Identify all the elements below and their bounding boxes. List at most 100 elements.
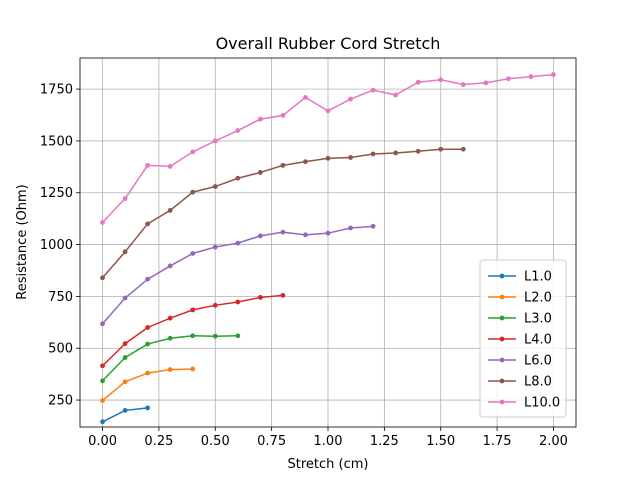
data-point — [145, 276, 151, 282]
data-point — [145, 162, 151, 168]
legend-swatch-marker — [499, 315, 505, 321]
data-point — [483, 80, 489, 86]
data-point — [122, 196, 128, 201]
data-point — [122, 379, 128, 385]
y-tick-label: 1500 — [40, 134, 73, 149]
series-l8-0 — [100, 146, 466, 281]
y-tick-label: 500 — [48, 342, 73, 357]
data-point — [460, 82, 466, 87]
data-point — [257, 170, 263, 175]
data-point — [280, 292, 286, 298]
y-tick-label: 1250 — [40, 186, 73, 201]
data-point — [438, 146, 444, 152]
data-point — [235, 240, 241, 246]
data-point — [145, 325, 151, 330]
data-point — [190, 189, 196, 195]
data-point — [100, 378, 105, 384]
data-point — [122, 408, 128, 413]
data-point — [100, 363, 105, 369]
data-point — [415, 79, 421, 85]
data-point — [235, 299, 241, 305]
x-tick-label: 0.25 — [144, 434, 173, 449]
data-point — [212, 302, 218, 308]
data-point — [212, 184, 218, 189]
axis-ticks: 0.00 0.25 0.50 0.75 1.00 1.25 1.50 1.75 2.00 250 5… — [40, 83, 568, 449]
series-l3-0 — [100, 333, 241, 384]
data-point — [100, 398, 105, 403]
data-point — [212, 333, 218, 339]
x-tick-label: 0.50 — [201, 434, 230, 449]
grid-lines — [80, 58, 576, 427]
data-point — [190, 149, 196, 155]
data-point — [348, 225, 353, 231]
y-tick-label: 250 — [48, 394, 73, 409]
legend-item: L3.0 — [488, 312, 552, 327]
series-lines — [100, 72, 556, 425]
data-point — [100, 219, 105, 225]
data-point — [235, 128, 241, 133]
data-point — [167, 335, 173, 341]
legend-swatch-marker — [499, 273, 505, 279]
series-line — [101, 148, 464, 279]
legend-label: L6.0 — [524, 354, 552, 369]
data-point — [257, 233, 263, 239]
data-point — [348, 155, 353, 160]
data-point — [505, 76, 511, 82]
y-tick-label: 1750 — [40, 83, 73, 98]
data-point — [438, 77, 444, 83]
data-point — [325, 230, 331, 236]
data-point — [257, 295, 263, 300]
legend-swatch-marker — [499, 294, 505, 300]
data-point — [145, 341, 151, 347]
x-tick-label: 2.00 — [539, 434, 568, 449]
y-axis-label: Resistance (Ohm) — [15, 184, 30, 299]
legend-label: L10.0 — [524, 396, 560, 411]
legend-swatch-marker — [499, 336, 505, 342]
legend-item: L1.0 — [488, 270, 552, 285]
data-point — [303, 94, 308, 100]
data-point — [528, 74, 534, 80]
data-point — [257, 116, 263, 122]
data-point — [370, 151, 376, 157]
legend: L1.0 L2.0 L3.0 L4.0 L6.0 L8.0 L10.0 — [479, 259, 567, 418]
data-point — [348, 96, 353, 102]
series-l2-0 — [100, 366, 196, 403]
data-point — [393, 92, 399, 98]
legend-item: L8.0 — [488, 375, 552, 390]
data-point — [167, 263, 173, 269]
x-tick-label: 0.75 — [257, 434, 286, 449]
data-point — [122, 249, 128, 255]
data-point — [145, 370, 151, 376]
x-tick-label: 1.25 — [370, 434, 399, 449]
legend-label: L3.0 — [524, 312, 552, 327]
data-point — [212, 244, 218, 250]
data-point — [190, 366, 196, 372]
legend-label: L1.0 — [524, 270, 552, 285]
data-point — [145, 221, 151, 227]
data-point — [325, 108, 331, 114]
legend-item: L10.0 — [488, 396, 560, 411]
data-point — [122, 355, 128, 360]
data-point — [190, 333, 196, 339]
data-point — [100, 321, 105, 327]
data-point — [100, 275, 105, 281]
data-point — [551, 72, 556, 77]
data-point — [167, 367, 173, 372]
legend-swatch-marker — [499, 399, 505, 405]
data-point — [280, 113, 286, 118]
x-tick-label: 1.00 — [314, 434, 343, 449]
series-l1-0 — [100, 405, 151, 425]
series-l4-0 — [100, 292, 286, 369]
legend-item: L4.0 — [488, 333, 552, 348]
data-point — [325, 155, 331, 161]
x-tick-label: 0.00 — [88, 434, 117, 449]
legend-item: L6.0 — [488, 354, 552, 369]
data-point — [212, 138, 218, 144]
data-point — [393, 150, 399, 156]
series-l6-0 — [100, 223, 376, 327]
y-tick-label: 1000 — [40, 238, 73, 253]
data-point — [122, 341, 128, 347]
data-point — [167, 164, 173, 169]
data-point — [122, 295, 128, 301]
legend-swatch-marker — [499, 378, 505, 384]
